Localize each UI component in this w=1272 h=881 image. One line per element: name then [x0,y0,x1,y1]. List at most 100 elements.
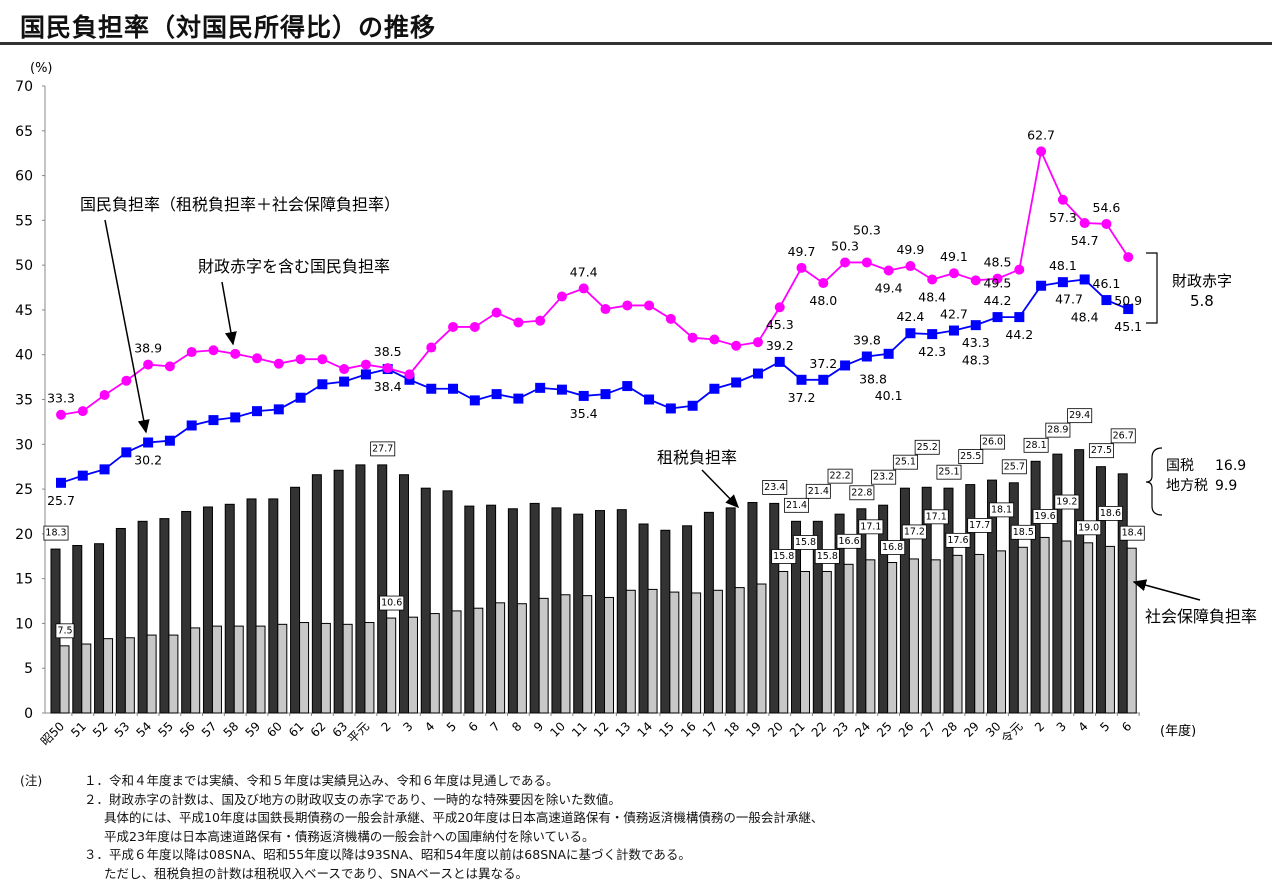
national-burden-point [339,376,350,387]
deficit-inclusive-data-label: 48.4 [918,289,946,304]
national-burden-point [970,320,981,331]
tax-data-label-box [784,497,809,513]
tax-bar [355,464,366,714]
tax-data-label: 23.4 [762,480,788,495]
social-data-label-box [1032,509,1058,524]
tax-bar [377,464,388,714]
tax-data-label-text: 28.1 [1026,440,1047,451]
national-burden-point [121,447,132,458]
social-security-bar [821,570,832,714]
deficit-inclusive-point [644,300,655,311]
y-tick-label: 35 [15,393,33,409]
note-2: ２．財政赤字の計数は、国及び地方の財政収支の赤字であり、一時的な特殊要因を除いた… [84,791,621,807]
national-burden-point [99,464,110,475]
x-tick-label: 52 [90,719,111,740]
tax-data-label-box [1023,437,1049,453]
y-tick-label: 0 [24,706,33,722]
deficit-inclusive-data-label: 49.1 [940,249,968,264]
national-burden-point [905,328,916,339]
deficit-inclusive-point [252,353,263,364]
local-tax-label: 地方税 [1166,478,1208,494]
x-tick-label: 昭50 [38,719,67,748]
social-security-bar [974,553,985,714]
deficit-inclusive-point [1123,252,1134,263]
annotation-with-deficit: 財政赤字を含む国民負担率 [198,257,390,276]
national-burden-data-label: 48.1 [1049,258,1077,273]
national-burden-point [143,437,154,448]
tax-data-label-box [805,483,831,499]
tax-bar [660,529,671,714]
social-security-bar [342,623,353,714]
national-burden-point [927,329,938,340]
social-data-label-box [989,502,1015,518]
national-burden-point [404,374,415,385]
social-security-bar [734,587,745,714]
deficit-inclusive-point [622,300,633,311]
national-burden-point [1057,277,1068,288]
social-security-bar [669,591,680,714]
tax-data-label: 25.2 [914,439,940,455]
tax-data-label-box [1067,408,1093,424]
deficit-inclusive-data-label: 62.7 [1027,127,1055,142]
national-burden-data-label: 35.4 [570,406,598,421]
social-data-label-box [945,532,971,548]
deficit-inclusive-point [861,257,872,268]
deficit-inclusive-point [448,321,459,332]
deficit-inclusive-point [1101,218,1112,229]
note-2-detail-2: 平成23年度は日本高速道路保有・債務返済機構の一般会計への国庫納付を除いている。 [104,828,595,844]
tax-data-label-text: 22.8 [851,487,872,498]
note-3: ３．平成６年度以降は08SNA、昭和55年度以降は93SNA、昭和54年度以前は… [84,847,691,862]
tax-data-label-box [1088,443,1114,459]
national-burden-point [186,420,197,431]
arrow-with-deficit [221,281,237,346]
tax-data-label-text: 25.5 [960,451,981,462]
tax-data-label: 27.7 [370,441,396,457]
y-tick-label: 50 [15,258,33,274]
tax-data-label: 25.1 [892,454,918,470]
national-burden-point [622,381,633,392]
tax-data-label-text: 18.3 [45,528,66,539]
social-security-bar [647,588,658,714]
tax-data-label-text: 26.0 [982,437,1003,448]
deficit-inclusive-data-label: 49.4 [875,281,903,296]
tax-data-label-box [370,441,396,457]
tax-bar [769,502,780,714]
social-data-label-text: 16.8 [882,542,903,553]
tax-data-label-box [762,480,788,495]
national-burden-data-label: 42.7 [940,307,968,322]
social-data-label-text: 17.6 [947,535,968,546]
arrow-national-burden [104,219,150,434]
social-data-label-text: 18.5 [1013,527,1034,538]
tax-data-label-box [1110,428,1136,444]
tax-data-label: 23.2 [871,469,897,485]
national-burden-point [535,382,546,393]
x-tick-label: 55 [155,719,176,740]
social-data-label-box [1119,525,1145,541]
y-tick-label: 30 [15,437,33,453]
deficit-inclusive-data-label: 48.3 [962,352,990,367]
x-tick-label: 13 [613,719,634,740]
national-burden-point [252,406,263,417]
social-security-bar [255,625,266,714]
national-burden-point [752,368,763,379]
national-burden-data-label: 38.8 [859,371,887,386]
x-tick-label: 4 [422,719,437,734]
tax-bar [1030,460,1041,714]
social-security-bar [81,643,92,714]
social-security-bar [364,622,375,714]
deficit-inclusive-point [77,406,88,417]
x-tick-label: 16 [678,719,699,740]
social-security-bar [887,562,898,714]
social-data-label-text: 15.8 [817,551,838,562]
national-burden-point [469,395,480,406]
tax-data-label: 27.5 [1088,443,1114,459]
y-tick-label: 55 [15,213,33,229]
tax-bar [115,527,126,714]
x-tick-label: 20 [765,719,786,740]
social-security-bar [1017,546,1028,714]
deficit-inclusive-point [230,348,241,359]
arrow-tax [701,469,740,509]
tax-bar [573,513,584,714]
x-tick-label: 62 [308,719,329,740]
social-security-bar [843,563,854,714]
